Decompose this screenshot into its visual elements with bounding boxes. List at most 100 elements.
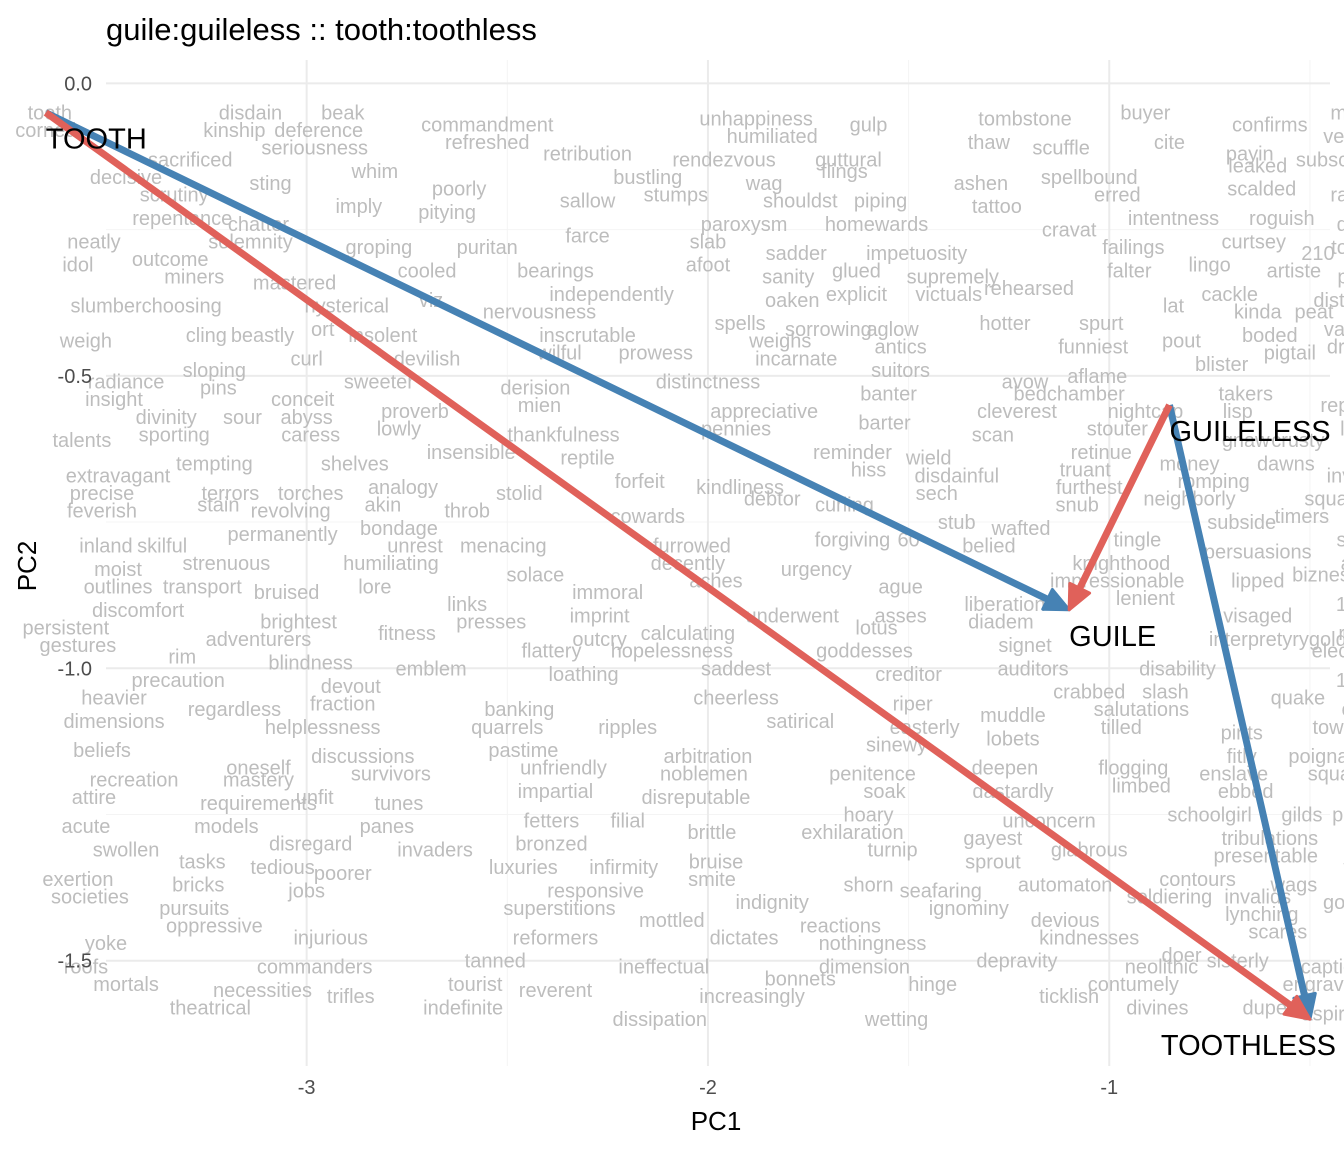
word-label: reverent xyxy=(519,980,593,1002)
word-label-tooth: TOOTH xyxy=(46,124,147,156)
word-label: crabbed xyxy=(1053,682,1125,704)
word-label: scalded xyxy=(1227,179,1296,201)
word-label: oneself xyxy=(226,758,291,780)
word-label: whim xyxy=(351,161,399,183)
word-label: refreshed xyxy=(445,132,530,154)
word-label: ague xyxy=(878,576,923,598)
word-label: piping xyxy=(854,190,907,212)
word-label: bruise xyxy=(689,851,743,873)
word-label: buyer xyxy=(1120,103,1170,125)
word-label: inscrutable xyxy=(539,325,636,347)
word-label: calculating xyxy=(641,623,736,645)
word-label: 1601 xyxy=(1336,594,1344,616)
word-label: exertion xyxy=(42,869,113,891)
word-label: lenient xyxy=(1116,588,1175,610)
word-label: gnaw xyxy=(1222,430,1270,452)
word-label: distantly xyxy=(1313,290,1344,312)
word-label: antics xyxy=(874,337,926,359)
word-label: discomfort xyxy=(92,600,185,622)
word-label: neatly xyxy=(67,231,120,253)
word-label: lynching xyxy=(1225,904,1298,926)
word-label: imply xyxy=(335,196,382,218)
word-label: pursuits xyxy=(159,898,229,920)
word-label: impetuosity xyxy=(866,243,967,265)
word-label: invaders xyxy=(397,840,473,862)
word-label: miners xyxy=(164,266,224,288)
word-label: lingo xyxy=(1188,255,1230,277)
word-label: retinue xyxy=(1071,442,1132,464)
word-label: conceit xyxy=(271,389,335,411)
word-label: mottled xyxy=(639,910,705,932)
word-label: models xyxy=(194,816,258,838)
word-label: emblem xyxy=(395,658,466,680)
word-label: persistent xyxy=(23,617,110,639)
word-label: squaring xyxy=(1308,764,1344,786)
word-label: links xyxy=(447,594,487,616)
word-label: banking xyxy=(484,699,554,721)
word-label: contumely xyxy=(1088,974,1179,996)
word-label: curtsey xyxy=(1222,231,1286,253)
word-label: pun xyxy=(1337,266,1344,288)
word-label: limbed xyxy=(1112,775,1171,797)
word-label: insight xyxy=(85,389,143,411)
word-label: brightest xyxy=(260,611,337,633)
word-label: saddest xyxy=(701,658,771,680)
word-label: devious xyxy=(1031,910,1100,932)
word-label: appreciative xyxy=(710,401,818,423)
word-label: ignominy xyxy=(929,898,1009,920)
word-label: stouter xyxy=(1087,418,1148,440)
word-label: societies xyxy=(51,886,129,908)
word-label: cleverest xyxy=(977,401,1057,423)
word-label: flattery xyxy=(521,641,581,663)
word-label: chatter xyxy=(228,214,289,236)
word-label: satirical xyxy=(766,711,834,733)
word-label: soak xyxy=(863,781,906,803)
word-label: persuasions xyxy=(1204,541,1312,563)
word-label: presses xyxy=(456,611,526,633)
word-label: slumberchoosing xyxy=(71,296,222,318)
word-label: adventurers xyxy=(206,629,312,651)
word-label: peat xyxy=(1294,302,1333,324)
word-label: heavier xyxy=(81,688,147,710)
word-label: transport xyxy=(163,576,242,598)
word-label: tingle xyxy=(1113,530,1161,552)
word-label: farce xyxy=(565,225,609,247)
word-label: liberation xyxy=(964,594,1045,616)
word-label: seriousness xyxy=(261,138,368,160)
word-label: 106e xyxy=(1336,670,1344,692)
word-label: beak xyxy=(321,103,365,125)
word-label: derision xyxy=(500,378,570,400)
word-label: shelves xyxy=(321,454,389,476)
arrow-tooth-to-toothless xyxy=(43,109,1312,1021)
word-label: superstitions xyxy=(503,898,615,920)
word-label: requirements xyxy=(200,793,317,815)
word-label: glued xyxy=(832,261,881,283)
word-label: sacrificed xyxy=(148,149,232,171)
word-label: forfeit xyxy=(615,471,665,493)
word-label: sour xyxy=(223,407,262,429)
word-label: schoolgirl xyxy=(1167,805,1251,827)
word-label: bizness xyxy=(1292,565,1344,587)
word-label: responsive xyxy=(547,881,644,903)
word-label: neolithic xyxy=(1125,957,1198,979)
word-label: cooled xyxy=(398,261,457,283)
word-label: wag xyxy=(745,173,783,195)
word-label: skilful xyxy=(137,535,187,557)
word-label: noblemen xyxy=(660,764,748,786)
word-label: regardless xyxy=(188,699,281,721)
word-label: directs xyxy=(1337,214,1344,236)
word-label: kindliness xyxy=(696,477,784,499)
word-label: suitors xyxy=(871,360,930,382)
y-tick-label: -1.0 xyxy=(58,658,92,680)
word-label-guileless: GUILELESS xyxy=(1169,416,1330,448)
word-label: presentable xyxy=(1214,845,1319,867)
word-label: pout xyxy=(1162,331,1201,353)
word-label: panes xyxy=(360,816,415,838)
word-label: filial xyxy=(610,810,644,832)
word-label: spurt xyxy=(1079,313,1124,335)
word-label: mien xyxy=(518,395,561,417)
word-label: tombstone xyxy=(978,108,1071,130)
word-label: impartial xyxy=(518,781,594,803)
word-label: attire xyxy=(72,787,116,809)
word-label: riper xyxy=(893,693,933,715)
